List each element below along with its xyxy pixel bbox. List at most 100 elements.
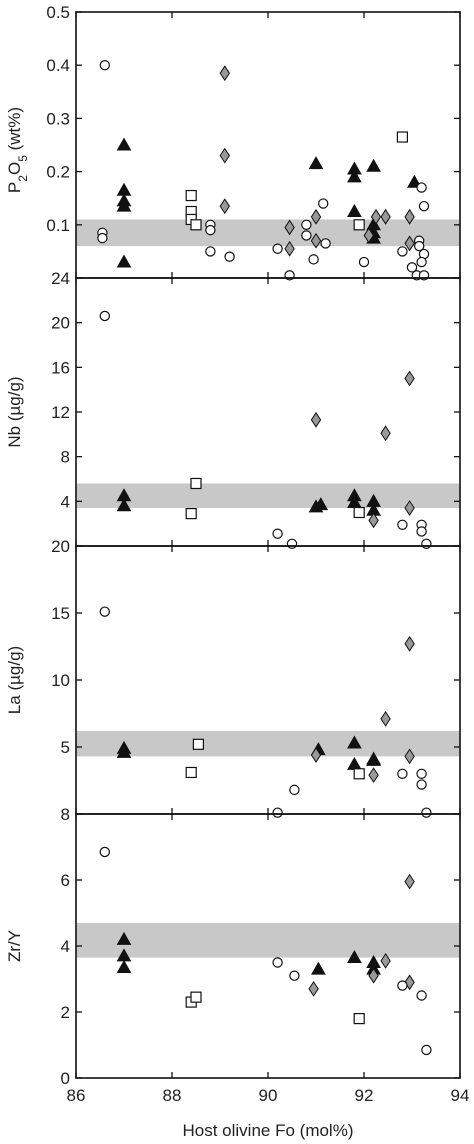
p2o5-diamond-point bbox=[363, 227, 374, 244]
p2o5-circle-point bbox=[99, 59, 111, 71]
la-diamond-point bbox=[368, 767, 379, 784]
nb-diamond-point bbox=[404, 500, 415, 516]
nb-y-tick-label: 4 bbox=[61, 492, 70, 511]
nb-diamond-point bbox=[368, 512, 379, 529]
la-circle-point bbox=[416, 768, 427, 780]
p2o5-circle-point bbox=[418, 200, 430, 212]
p2o5-circle-point bbox=[320, 238, 331, 249]
p2o5-diamond-point bbox=[284, 219, 295, 236]
p2o5-reference-band bbox=[76, 219, 460, 247]
la-diamond-point bbox=[380, 710, 391, 727]
nb-reference-band bbox=[76, 483, 460, 509]
p2o5-square-point bbox=[396, 131, 408, 143]
zry-triangle-point bbox=[311, 961, 326, 975]
nb-y-tick-label: 8 bbox=[61, 448, 70, 467]
la-circle-point bbox=[99, 606, 111, 617]
la-circle-point bbox=[421, 807, 432, 818]
zry-circle-point bbox=[421, 1044, 432, 1056]
p2o5-y-axis-label: P2O5 (wt%) bbox=[5, 107, 30, 193]
p2o5-circle-point bbox=[318, 198, 329, 209]
nb-circle-point bbox=[416, 526, 427, 537]
x-tick-label: 92 bbox=[355, 1086, 374, 1105]
p2o5-circle-point bbox=[272, 243, 283, 254]
la-circle-point bbox=[272, 807, 283, 818]
p2o5-triangle-point bbox=[308, 156, 324, 170]
zry-y-tick-label: 8 bbox=[61, 805, 70, 824]
p2o5-circle-point bbox=[224, 251, 235, 262]
zry-circle-point bbox=[289, 970, 300, 981]
p2o5-y-tick-label: 0.3 bbox=[46, 109, 70, 128]
x-tick-label: 88 bbox=[163, 1086, 182, 1105]
zry-triangle-point bbox=[116, 959, 132, 973]
p2o5-circle-point bbox=[301, 219, 312, 230]
nb-panel: 4 8 12 16 20 24 Nb (µg/g) bbox=[5, 269, 461, 549]
nb-circle-point bbox=[421, 538, 432, 549]
la-y-axis-label: La (µg/g) bbox=[5, 646, 24, 714]
la-triangle-point bbox=[116, 744, 132, 758]
zry-triangle-point bbox=[116, 931, 132, 945]
la-circle-point bbox=[397, 768, 408, 780]
nb-circle-point bbox=[99, 310, 111, 322]
zry-circle-point bbox=[397, 980, 408, 991]
p2o5-circle-point bbox=[397, 246, 408, 257]
p2o5-y-tick-label: 0.4 bbox=[46, 56, 70, 75]
x-axis-ticks: 86 88 90 92 94 bbox=[67, 1086, 470, 1105]
p2o5-diamond-point bbox=[284, 240, 295, 257]
la-square-point bbox=[185, 766, 197, 779]
p2o5-y-tick-label: 0.1 bbox=[46, 216, 70, 235]
p2o5-square-point bbox=[353, 219, 365, 231]
zry-circle-point bbox=[99, 846, 111, 858]
p2o5-circle-point bbox=[205, 246, 216, 257]
p2o5-circle-point bbox=[406, 262, 418, 273]
nb-square-point bbox=[353, 506, 365, 519]
p2o5-triangle-point bbox=[366, 158, 381, 172]
p2o5-diamond-point bbox=[219, 147, 230, 164]
zry-diamond-point bbox=[308, 980, 319, 997]
la-panel: 5 10 15 20 La (µg/g) bbox=[5, 537, 461, 818]
p2o5-circle-point bbox=[301, 230, 312, 241]
la-y-tick-label: 15 bbox=[51, 604, 70, 623]
nb-circle-point bbox=[286, 538, 298, 549]
nb-y-tick-label: 16 bbox=[51, 358, 70, 377]
p2o5-panel: 0.1 0.2 0.3 0.4 0.5 P2O5 (wt%) bbox=[5, 3, 461, 281]
zry-y-axis-label: Zr/Y bbox=[5, 930, 24, 962]
la-diamond-point bbox=[404, 635, 415, 652]
la-y-tick-label: 20 bbox=[51, 537, 70, 556]
p2o5-triangle-point bbox=[116, 254, 132, 268]
p2o5-circle-point bbox=[416, 256, 427, 268]
zry-diamond-point bbox=[404, 974, 415, 991]
p2o5-triangle-point bbox=[116, 137, 132, 151]
la-triangle-point bbox=[347, 756, 362, 770]
zry-diamond-point bbox=[380, 952, 391, 969]
zry-y-tick-label: 4 bbox=[61, 937, 70, 956]
p2o5-y-tick-label: 0.5 bbox=[46, 3, 70, 22]
la-square-point bbox=[192, 738, 204, 750]
p2o5-diamond-point bbox=[310, 232, 322, 249]
nb-y-tick-label: 12 bbox=[51, 403, 70, 422]
p2o5-diamond-point bbox=[404, 208, 415, 225]
zry-panel: 0 2 4 6 8 Zr/Y bbox=[5, 805, 461, 1088]
la-triangle-point bbox=[366, 752, 381, 766]
p2o5-triangle-point bbox=[116, 198, 132, 212]
nb-triangle-point bbox=[313, 497, 329, 511]
p2o5-diamond-point bbox=[370, 208, 382, 225]
p2o5-diamond-point bbox=[219, 65, 230, 82]
nb-y-axis-label: Nb (µg/g) bbox=[5, 376, 24, 447]
p2o5-y-tick-label: 0.2 bbox=[46, 163, 70, 182]
la-circle-point bbox=[289, 784, 300, 796]
p2o5-square-point bbox=[185, 189, 197, 202]
p2o5-circle-point bbox=[205, 224, 216, 236]
p2o5-triangle-point bbox=[347, 169, 362, 183]
la-triangle-point bbox=[347, 735, 362, 749]
nb-diamond-point bbox=[404, 370, 415, 387]
x-tick-label: 90 bbox=[259, 1086, 278, 1105]
p2o5-square-point bbox=[190, 219, 202, 231]
p2o5-circle-point bbox=[308, 254, 319, 265]
la-square-point bbox=[353, 768, 365, 780]
nb-circle-point bbox=[272, 528, 283, 539]
zry-diamond-point bbox=[368, 967, 379, 984]
nb-y-tick-label: 20 bbox=[51, 314, 70, 333]
la-diamond-point bbox=[404, 748, 415, 765]
nb-circle-point bbox=[397, 519, 408, 530]
zry-circle-point bbox=[416, 990, 427, 1001]
